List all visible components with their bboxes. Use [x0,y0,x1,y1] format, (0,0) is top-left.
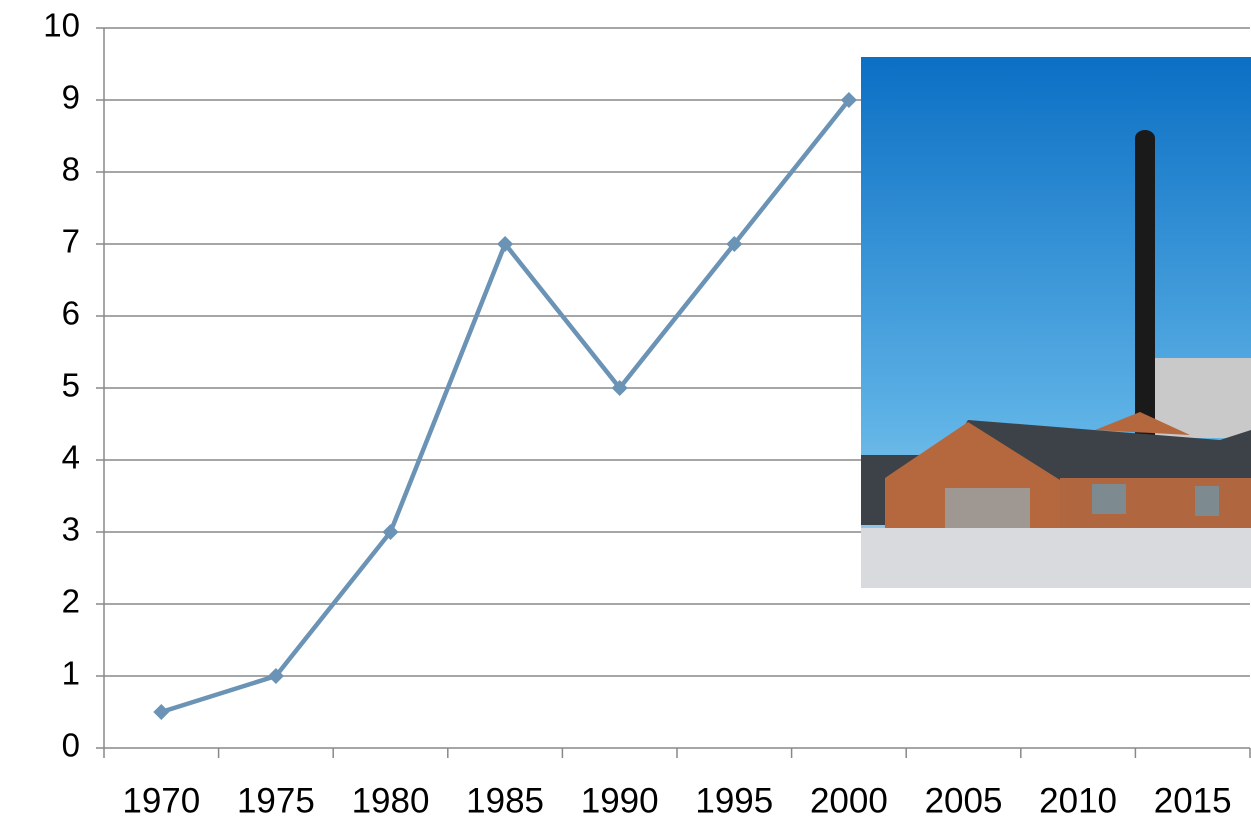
photo-window [1195,486,1219,516]
photo-chimney-top [1135,130,1155,146]
photo-window [1092,484,1126,514]
x-tick-label: 1975 [237,781,315,820]
photo-chimney [1135,138,1155,438]
photo-wall [1060,478,1251,528]
y-tick-label: 3 [62,511,80,548]
x-tick-label: 1990 [581,781,659,820]
photo-ground [861,528,1251,588]
x-tick-label: 2015 [1154,781,1232,820]
x-tick-label: 2005 [925,781,1003,820]
x-tick-label: 1980 [352,781,430,820]
photo-door [945,488,1030,528]
data-point [153,704,169,720]
x-tick-label: 1970 [122,781,200,820]
series-line [161,100,849,712]
y-tick-label: 6 [62,295,80,332]
y-tick-label: 9 [62,79,80,116]
y-tick-label: 1 [62,655,80,692]
y-tick-label: 10 [43,7,80,44]
x-tick-label: 2000 [810,781,888,820]
photo [861,57,1251,588]
plot [153,92,857,720]
y-tick-label: 7 [62,223,80,260]
y-tick-label: 0 [62,727,80,764]
y-tick-label: 5 [62,367,80,404]
chart: 0 1 2 3 4 5 6 7 8 9 10 1970 1975 1980 1985 1990 1995 2000… [0,0,1251,826]
y-tick-label: 2 [62,583,80,620]
page: 0 1 2 3 4 5 6 7 8 9 10 1970 1975 1980 1985 1990 1995 2000… [0,0,1251,826]
y-tick-label: 4 [62,439,80,476]
x-tick-label: 2010 [1039,781,1117,820]
x-tick-label: 1985 [466,781,544,820]
y-tick-label: 8 [62,151,80,188]
x-tick-label: 1995 [695,781,773,820]
